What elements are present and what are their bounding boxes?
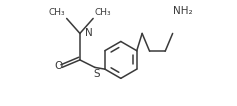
Text: S: S xyxy=(93,69,100,79)
Text: CH₃: CH₃ xyxy=(94,8,111,17)
Text: N: N xyxy=(85,28,92,38)
Text: O: O xyxy=(54,61,62,71)
Text: NH₂: NH₂ xyxy=(173,6,193,16)
Text: CH₃: CH₃ xyxy=(49,8,65,17)
